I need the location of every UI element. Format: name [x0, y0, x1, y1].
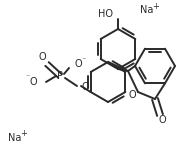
Text: Na: Na [8, 133, 21, 143]
Text: ⁻: ⁻ [26, 73, 30, 81]
Text: O: O [82, 82, 90, 92]
Text: O: O [158, 115, 166, 125]
Text: +: + [20, 130, 27, 138]
Text: O: O [75, 59, 83, 69]
Text: O: O [29, 77, 37, 87]
Text: O: O [38, 52, 46, 62]
Text: P: P [57, 71, 63, 81]
Text: Na: Na [140, 5, 153, 15]
Text: HO: HO [98, 9, 113, 19]
Text: O: O [128, 90, 136, 100]
Text: ⁻: ⁻ [81, 55, 85, 65]
Text: +: + [152, 2, 159, 10]
